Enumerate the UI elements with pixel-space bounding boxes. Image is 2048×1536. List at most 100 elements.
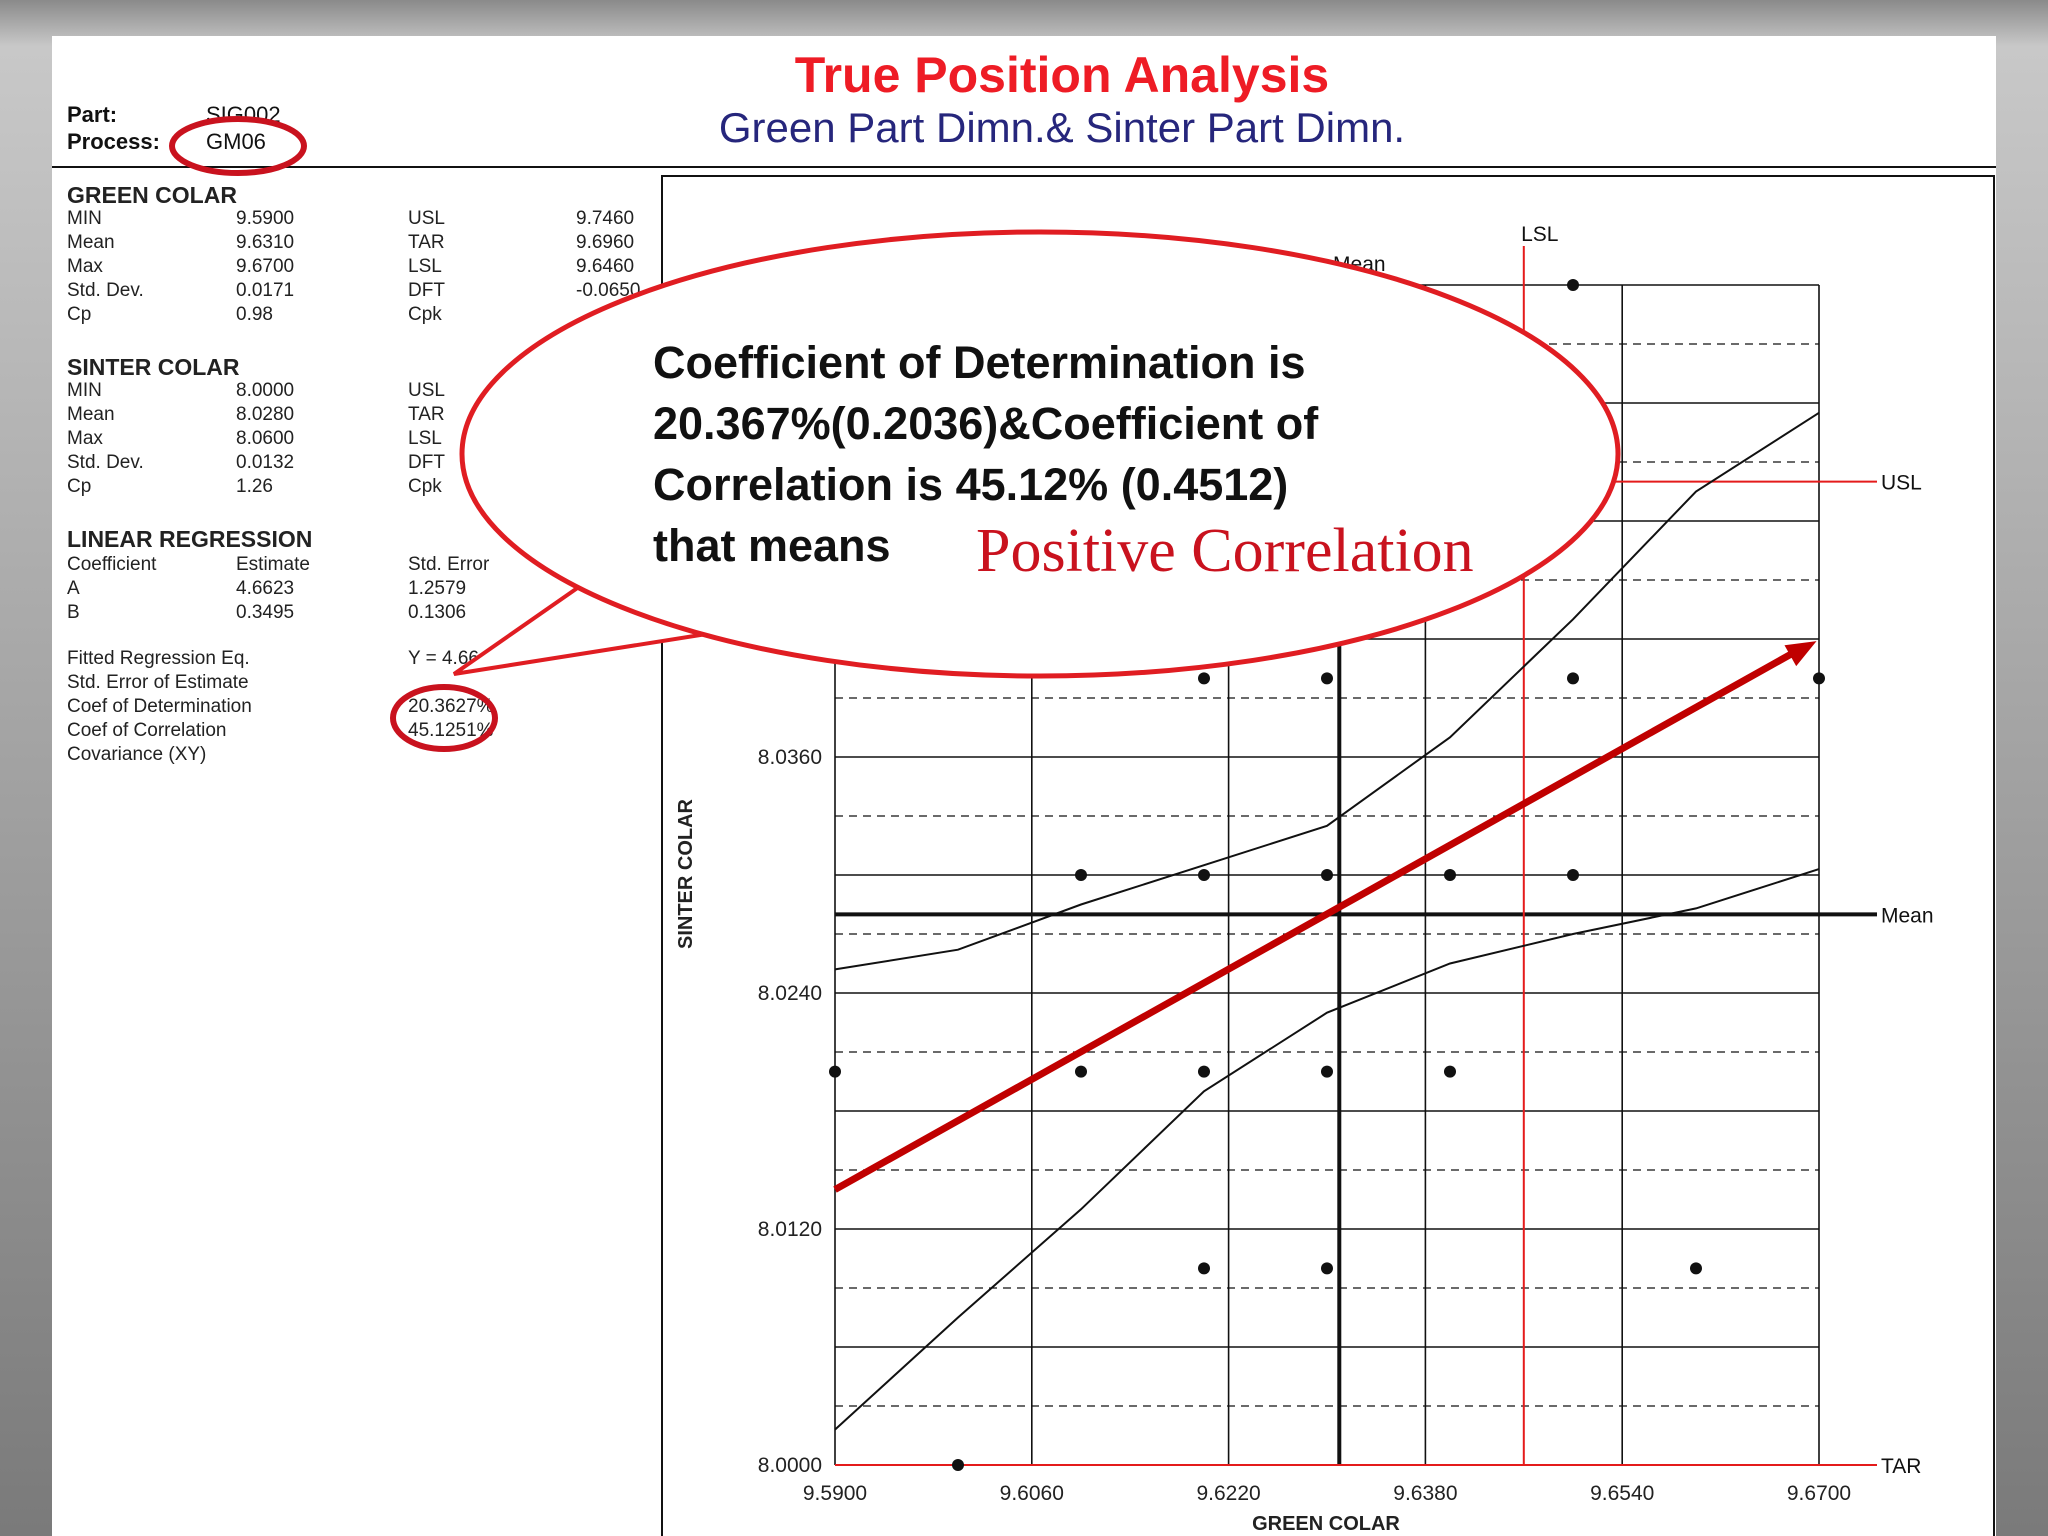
spec-label: Cpk <box>408 476 442 497</box>
lsl-label: LSL <box>1521 223 1558 246</box>
data-point <box>1444 869 1456 881</box>
x-axis-title: GREEN COLAR <box>1252 1513 1400 1535</box>
spec-label: USL <box>408 208 445 229</box>
stat-value: 0.98 <box>236 304 273 325</box>
stat-value: 9.6310 <box>236 232 295 253</box>
summary-value: 20.3627% <box>408 696 494 717</box>
data-point <box>1321 1065 1333 1078</box>
data-point <box>829 1065 841 1078</box>
y-tick-label: 8.0240 <box>758 982 822 1005</box>
data-point <box>1444 1065 1456 1078</box>
data-point <box>1567 672 1579 685</box>
regression-std-error: 1.2579 <box>408 578 467 599</box>
data-point <box>1690 1262 1702 1275</box>
spec-value: -0.0650 <box>576 280 641 301</box>
y-tick-label: 8.0000 <box>758 1454 822 1477</box>
callout-line: Correlation is 45.12% (0.4512) <box>653 459 1289 510</box>
green-colar-title: GREEN COLAR <box>67 182 237 208</box>
callout-bubble <box>452 229 1621 679</box>
regression-estimate: 4.6623 <box>236 578 295 599</box>
stat-label: Std. Dev. <box>67 452 144 473</box>
stat-label: Cp <box>67 304 92 325</box>
summary-label: Covariance (XY) <box>67 744 207 765</box>
stat-label: MIN <box>67 380 102 401</box>
regression-header-estimate: Estimate <box>236 554 310 575</box>
sinter-colar-title: SINTER COLAR <box>67 354 240 380</box>
y-tick-label: 8.0360 <box>758 746 822 769</box>
stat-value: 0.0171 <box>236 280 295 301</box>
callout-text: Coefficient of Determination is 20.367%(… <box>653 332 1433 576</box>
stat-value: 8.0280 <box>236 404 295 425</box>
summary-label: Coef of Determination <box>67 696 252 717</box>
fit-arrowhead <box>1784 641 1817 667</box>
stat-value: 0.0132 <box>236 452 295 473</box>
data-point <box>1198 1262 1210 1275</box>
x-tick-label: 9.6700 <box>1787 1482 1851 1505</box>
confidence-upper-curve <box>834 411 1820 971</box>
stat-label: Std. Dev. <box>67 280 144 301</box>
y-axis-title: SINTER COLAR <box>675 798 697 949</box>
stat-value: 1.26 <box>236 476 273 497</box>
confidence-band <box>834 411 1820 1431</box>
callout-line: Coefficient of Determination is <box>653 337 1306 388</box>
spec-value: 9.7460 <box>576 208 635 229</box>
data-point <box>1567 279 1579 291</box>
stat-value: 8.0600 <box>236 428 295 449</box>
part-label: Part: <box>67 102 118 127</box>
spec-label: TAR <box>408 232 445 253</box>
summary-value: 45.1251% <box>408 720 494 741</box>
data-point <box>1075 869 1087 881</box>
spec-label: Cpk <box>408 304 442 325</box>
data-point <box>1321 672 1333 685</box>
stat-value: 9.5900 <box>236 208 295 229</box>
page-title: True Position Analysis <box>794 47 1330 103</box>
summary-label: Fitted Regression Eq. <box>67 648 250 669</box>
summary-label: Coef of Correlation <box>67 720 227 741</box>
process-highlight-circle <box>169 116 307 176</box>
data-points <box>829 279 1825 1471</box>
callout-ellipse <box>459 229 1621 679</box>
process-value: GM06 <box>206 129 266 154</box>
stat-value: 9.6700 <box>236 256 295 277</box>
data-point <box>1198 1065 1210 1078</box>
summary-label: Std. Error of Estimate <box>67 672 249 693</box>
callout-line: that means <box>653 520 891 571</box>
stat-label: Cp <box>67 476 92 497</box>
stat-value: 8.0000 <box>236 380 295 401</box>
x-tick-label: 9.6220 <box>1196 1482 1260 1505</box>
chart-frame <box>661 175 1995 1536</box>
spec-label: LSL <box>408 256 442 277</box>
tar-label: TAR <box>1881 1455 1921 1478</box>
x-tick-label: 9.6380 <box>1393 1482 1457 1505</box>
page-subtitle: Green Part Dimn.& Sinter Part Dimn. <box>718 104 1406 151</box>
x-tick-label: 9.6540 <box>1590 1482 1654 1505</box>
spec-label: DFT <box>408 280 445 301</box>
data-point <box>1198 869 1210 881</box>
summary-value: Y = 4.66 <box>408 648 479 669</box>
regression-estimate: 0.3495 <box>236 602 295 623</box>
spec-label: DFT <box>408 452 445 473</box>
stat-label: Mean <box>67 404 115 425</box>
stat-label: Max <box>67 256 103 277</box>
regression-coef: A <box>67 578 80 599</box>
callout-emphasis: Positive Correlation <box>976 517 1474 585</box>
y-tick-label: 8.0120 <box>758 1218 822 1241</box>
x-tick-label: 9.6060 <box>1000 1482 1064 1505</box>
header-divider <box>52 166 1996 168</box>
data-point <box>1567 869 1579 881</box>
coef-highlight-circle <box>390 684 498 752</box>
fit-line <box>833 648 1799 1193</box>
confidence-lower-curve <box>834 868 1820 1431</box>
regression-header-std-error: Std. Error <box>408 554 490 575</box>
stat-label: Max <box>67 428 103 449</box>
regression-coef: B <box>67 602 80 623</box>
spec-value: 9.6960 <box>576 232 635 253</box>
spec-value: 9.6460 <box>576 256 635 277</box>
regression-header-coefficient: Coefficient <box>67 554 157 575</box>
slide: True Position Analysis Green Part Dimn.&… <box>52 36 1996 1536</box>
data-point <box>1321 1262 1333 1275</box>
stat-label: MIN <box>67 208 102 229</box>
data-point <box>952 1459 964 1471</box>
regression-title: LINEAR REGRESSION <box>67 526 313 552</box>
